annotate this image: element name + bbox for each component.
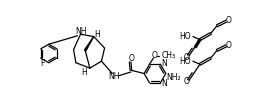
Text: N: N xyxy=(161,59,167,68)
Text: F: F xyxy=(41,59,45,68)
Text: O: O xyxy=(184,78,190,86)
Text: HO: HO xyxy=(179,57,191,66)
Text: N: N xyxy=(161,79,167,88)
Text: NH: NH xyxy=(108,72,120,81)
Text: O: O xyxy=(226,41,231,50)
Text: O: O xyxy=(226,16,231,25)
Text: HO: HO xyxy=(179,32,191,41)
Text: CH₃: CH₃ xyxy=(162,51,176,60)
Polygon shape xyxy=(84,37,94,51)
Text: O: O xyxy=(184,53,190,62)
Text: NH: NH xyxy=(75,27,86,36)
Text: H: H xyxy=(95,30,100,39)
Text: O: O xyxy=(151,51,157,60)
Text: O: O xyxy=(129,54,135,63)
Text: H: H xyxy=(82,68,87,77)
Text: NH₂: NH₂ xyxy=(166,73,181,82)
